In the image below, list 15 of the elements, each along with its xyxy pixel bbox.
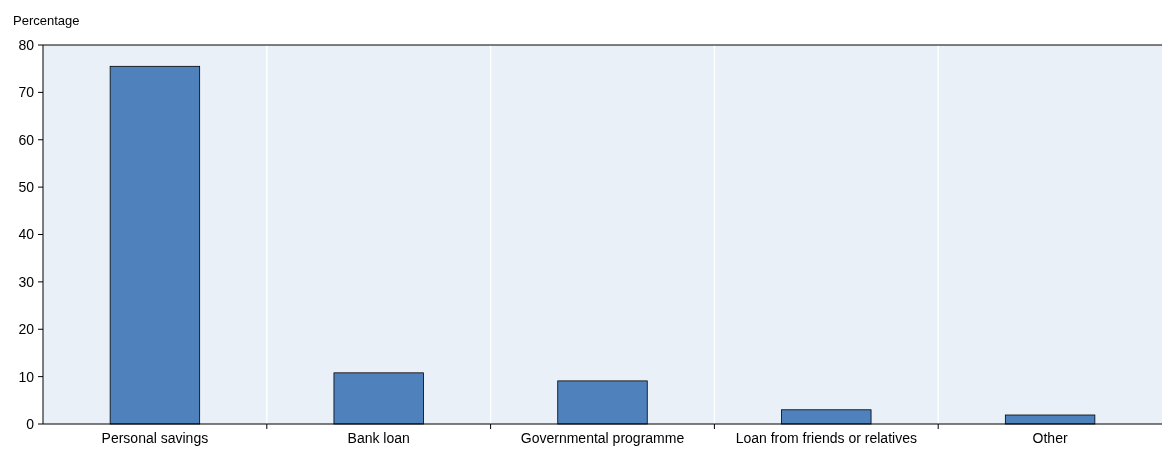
y-tick-label: 10 <box>18 368 35 385</box>
y-axis-title: Percentage <box>13 13 80 28</box>
y-tick-label: 60 <box>18 131 35 148</box>
x-tick-label: Governmental programme <box>520 430 685 446</box>
x-tick-label: Personal savings <box>101 430 209 446</box>
y-tick-label: 30 <box>18 273 35 290</box>
x-tick-label: Bank loan <box>347 430 410 446</box>
x-tick-label: Other <box>1032 430 1068 446</box>
y-tick-label: 80 <box>18 36 35 53</box>
y-tick-label: 70 <box>18 84 35 101</box>
y-tick-label: 50 <box>18 179 35 196</box>
y-tick-label: 0 <box>26 415 35 432</box>
x-tick-label: Loan from friends or relatives <box>735 430 917 446</box>
y-tick-label: 40 <box>18 226 35 243</box>
y-tick-label: 20 <box>18 321 35 338</box>
